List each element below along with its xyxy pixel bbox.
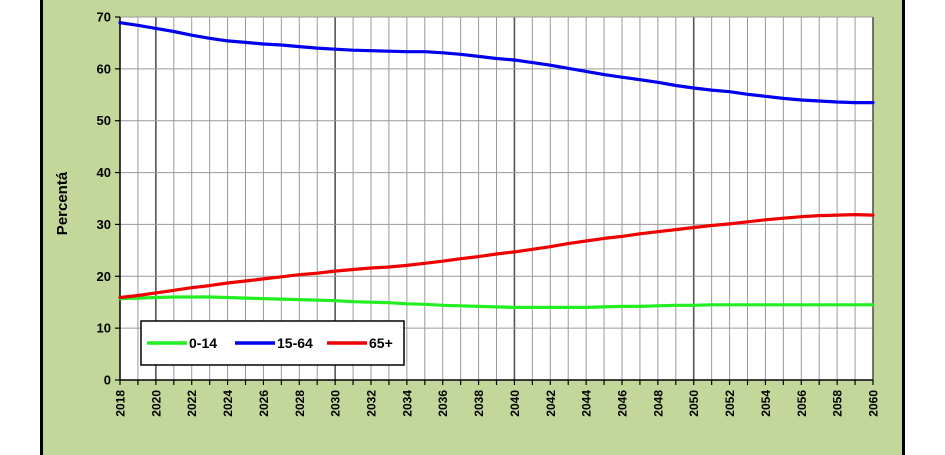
x-tick-label: 2056	[795, 390, 809, 417]
chart-background: 0 10 20 30 40 50 60 70 2018 2020 2022 2024 2026 2028…	[40, 0, 905, 455]
x-tick-label: 2050	[687, 390, 701, 417]
series-lines	[118, 21, 875, 309]
x-tick-label: 2048	[651, 390, 665, 417]
x-tick-label: 2030	[329, 390, 343, 417]
y-tick-label: 0	[104, 373, 111, 388]
series-line-0-14	[118, 295, 875, 309]
vertical-gridlines	[119, 17, 874, 380]
legend-label: 15-64	[277, 335, 313, 351]
x-tick-labels: 2018 2020 2022 2024 2026 2028 2030 2032 2034 2036…	[114, 390, 881, 417]
x-tick-label: 2044	[580, 390, 594, 417]
x-tick-label: 2020	[149, 390, 163, 417]
x-tick-label: 2052	[723, 390, 737, 417]
y-axis-title: Percentá	[54, 171, 71, 235]
x-tick-label: 2028	[293, 390, 307, 417]
legend-label: 0-14	[189, 335, 217, 351]
x-tick-label: 2046	[616, 390, 630, 417]
x-tick-label: 2054	[759, 390, 773, 417]
legend-label: 65+	[369, 335, 393, 351]
x-tick-label: 2060	[867, 390, 881, 417]
series-line-65+	[118, 213, 875, 300]
x-tick-label: 2032	[365, 390, 379, 417]
y-tick-label: 40	[97, 165, 111, 180]
y-tick-label: 10	[97, 321, 111, 336]
series-line-15-64	[118, 21, 875, 105]
x-tick-label: 2026	[257, 390, 271, 417]
x-tick-label: 2042	[544, 390, 558, 417]
x-tick-label: 2022	[185, 390, 199, 417]
y-tick-label: 60	[97, 61, 111, 76]
x-tick-label: 2024	[221, 390, 235, 417]
y-tick-labels: 0 10 20 30 40 50 60 70	[97, 10, 111, 388]
x-tick-label: 2058	[831, 390, 845, 417]
x-tick-label: 2018	[114, 390, 128, 417]
y-tick-label: 30	[97, 217, 111, 232]
x-tick-label: 2038	[472, 390, 486, 417]
y-tick-label: 50	[97, 113, 111, 128]
y-tick-label: 70	[97, 10, 111, 25]
axes	[115, 16, 874, 385]
legend: 0-14 15-64 65+	[140, 320, 405, 366]
y-tick-label: 20	[97, 269, 111, 284]
x-tick-label: 2034	[400, 390, 414, 417]
x-tick-label: 2036	[436, 390, 450, 417]
x-tick-label: 2040	[508, 390, 522, 417]
